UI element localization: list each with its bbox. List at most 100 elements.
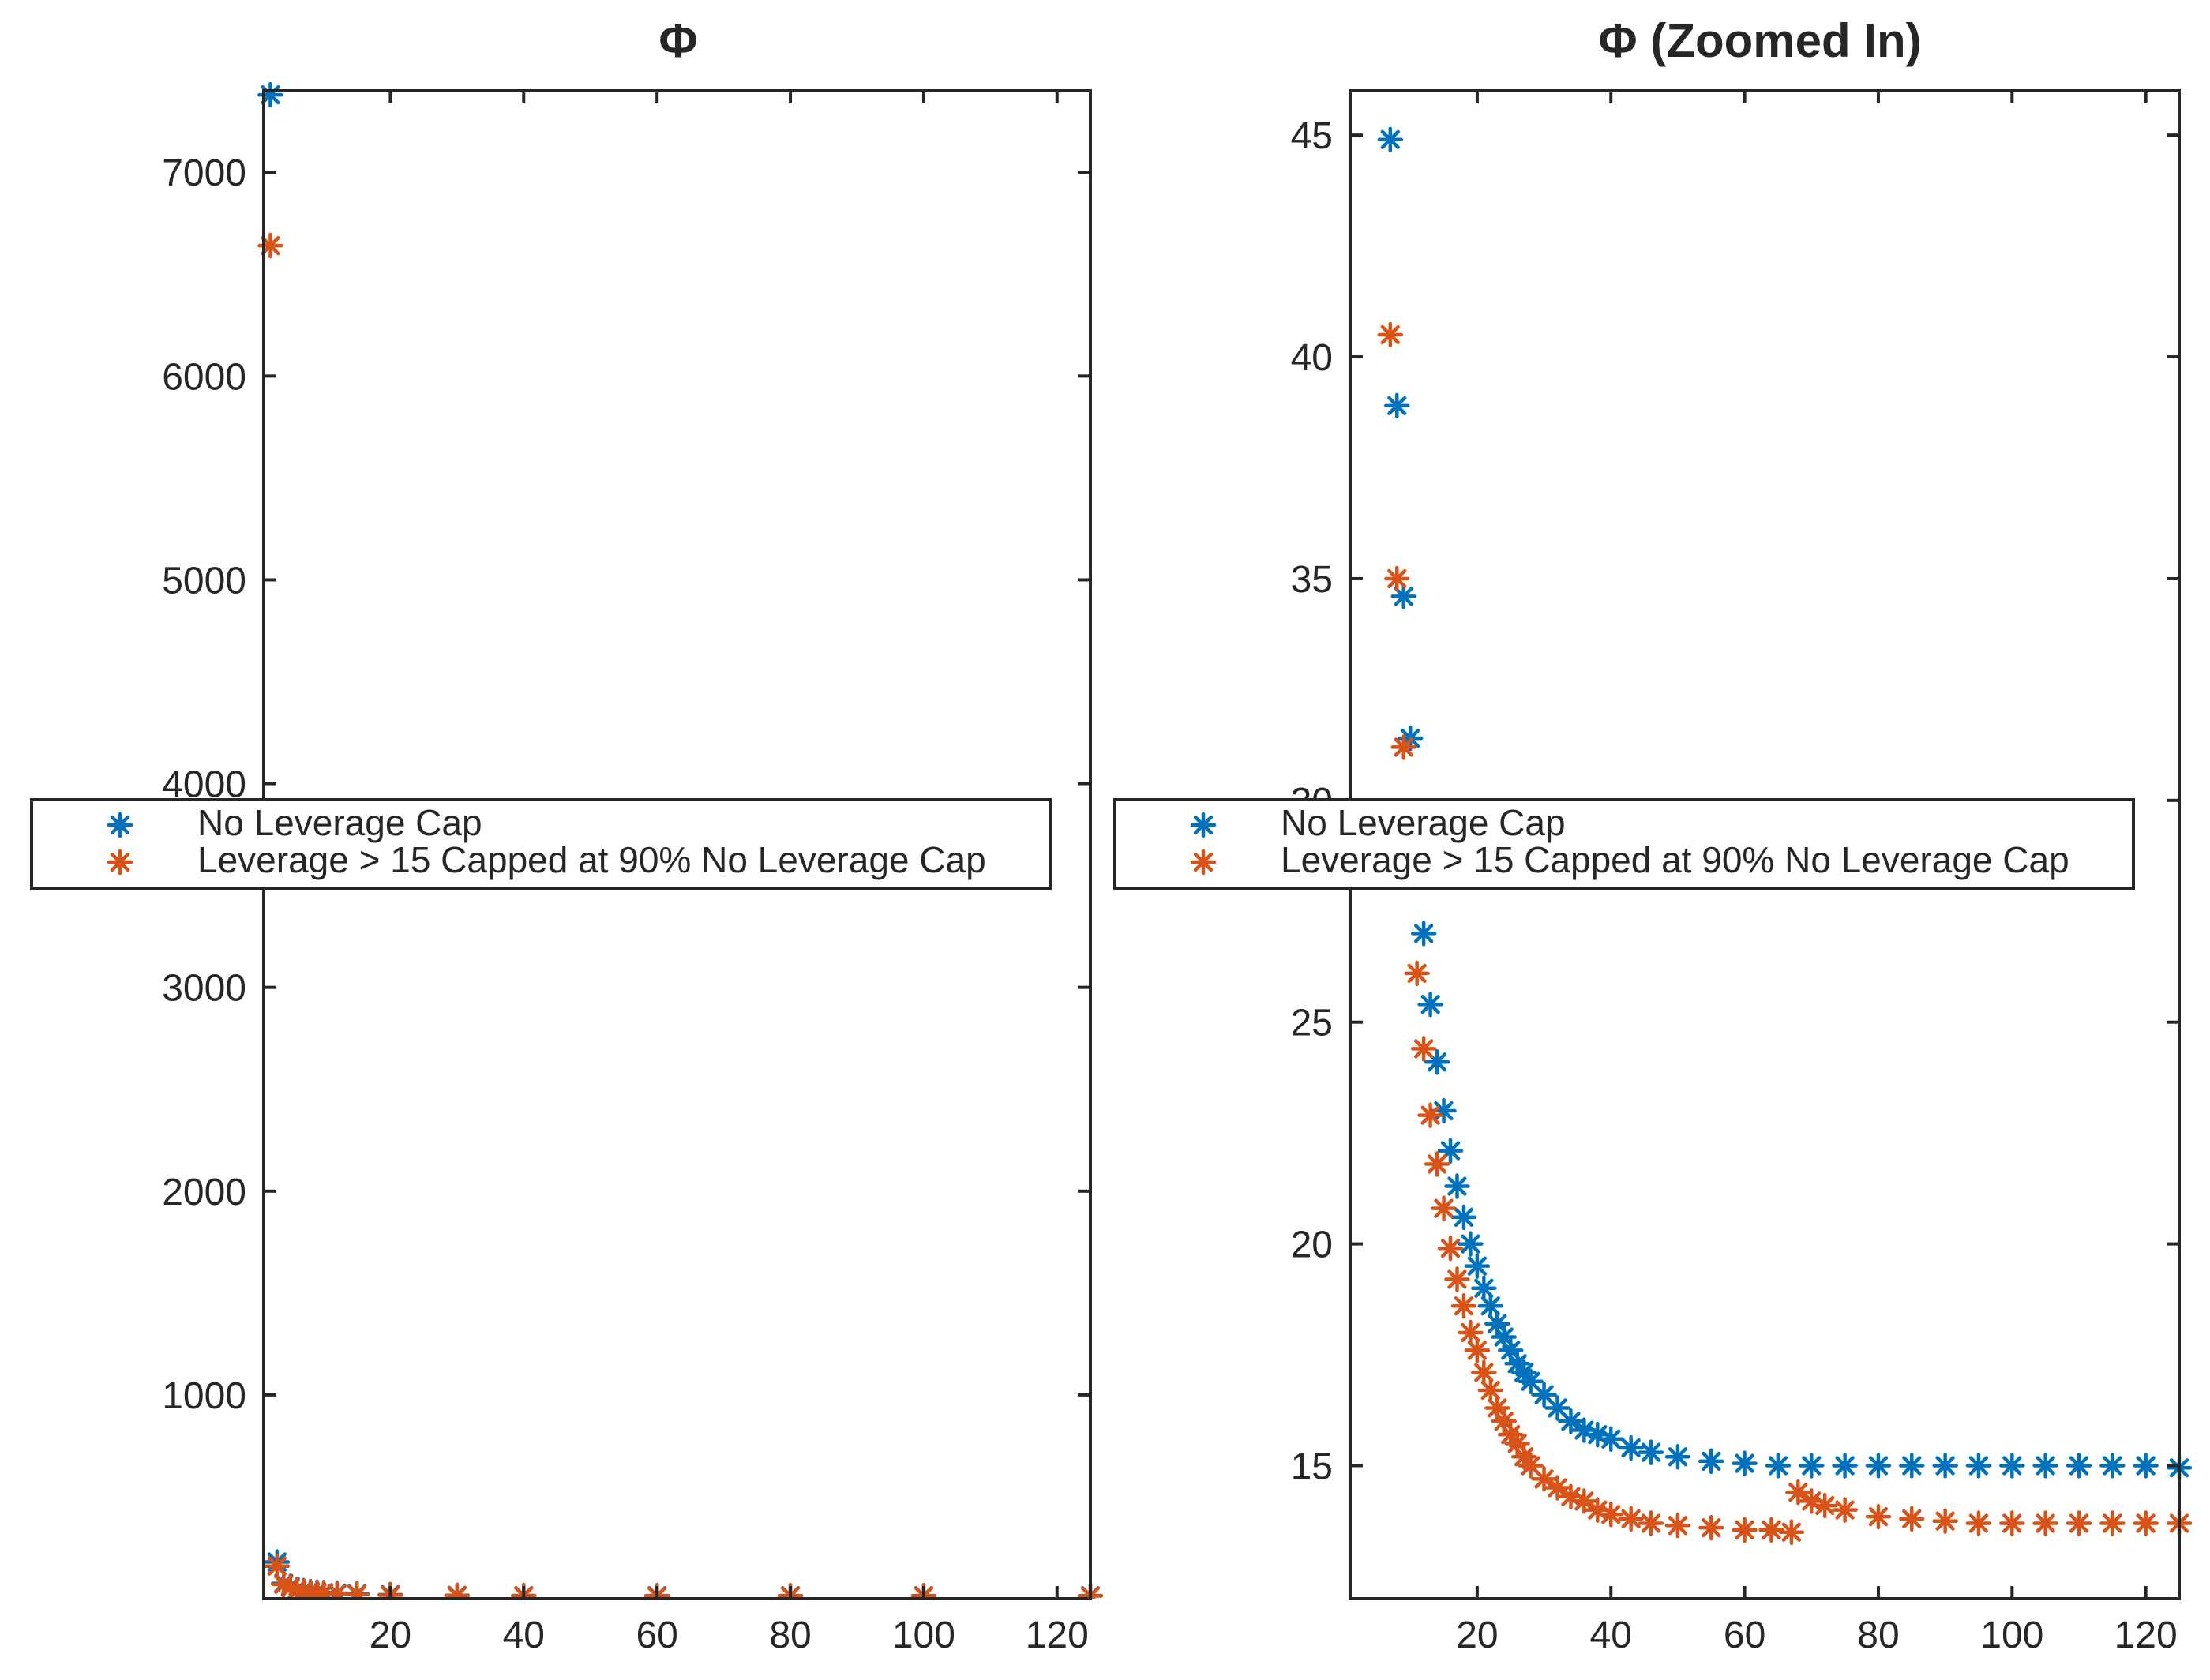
data-point-no-leverage-cap-11 <box>1458 1231 1484 1257</box>
data-point-leverage-15-capped-at-90-no-leverage-cap-37 <box>1832 1497 1858 1523</box>
data-point-leverage-15-capped-at-90-no-leverage-cap-38 <box>1865 1503 1892 1530</box>
x-tick-label: 40 <box>1590 1614 1632 1656</box>
legend-box-left <box>30 798 1052 890</box>
data-point-leverage-15-capped-at-90-no-leverage-cap-9 <box>1444 1266 1470 1292</box>
data-point-leverage-15-capped-at-90-no-leverage-cap-22 <box>1544 1475 1570 1501</box>
ticks-right: 2040608010012015202530354045 <box>1291 91 2179 1656</box>
data-point-leverage-15-capped-at-90-no-leverage-cap-12 <box>1464 1337 1491 1363</box>
data-point-no-leverage-cap-13 <box>1471 1275 1497 1302</box>
legend-marker-leverage-capped <box>1190 849 1217 876</box>
y-tick-label: 40 <box>1291 337 1333 379</box>
y-tick-label: 6000 <box>162 356 246 398</box>
data-point-leverage-15-capped-at-90-no-leverage-cap-5 <box>1417 1102 1443 1128</box>
data-point-no-leverage-cap-20 <box>1518 1368 1544 1394</box>
y-tick-label: 1000 <box>162 1375 246 1417</box>
data-point-leverage-15-capped-at-90-no-leverage-cap-24 <box>1571 1488 1597 1514</box>
legend-asterisk-no-leverage-cap <box>1190 812 1217 838</box>
data-point-leverage-15-capped-at-90-no-leverage-cap-0 <box>1377 321 1404 348</box>
data-point-leverage-15-capped-at-90-no-leverage-cap-30 <box>1698 1514 1724 1541</box>
data-point-no-leverage-cap-43 <box>2133 1453 2159 1479</box>
y-tick-label: 3000 <box>162 968 246 1010</box>
data-point-leverage-15-capped-at-90-no-leverage-cap-4 <box>1410 1036 1437 1062</box>
data-point-no-leverage-cap-4 <box>1410 921 1437 947</box>
data-point-no-leverage-cap-30 <box>1698 1448 1724 1475</box>
x-tick-label: 40 <box>503 1614 545 1656</box>
data-point-leverage-15-capped-at-90-no-leverage-cap-41 <box>1965 1510 1992 1536</box>
data-point-leverage-15-capped-at-90-no-leverage-cap-42 <box>1999 1510 2025 1536</box>
x-tick-label: 80 <box>1857 1614 1899 1656</box>
y-tick-label: 20 <box>1291 1224 1333 1266</box>
data-point-leverage-15-capped-at-90-no-leverage-cap-28 <box>1638 1510 1664 1536</box>
chart-title-right: Φ (Zoomed In) <box>1598 14 1921 67</box>
data-point-no-leverage-cap-5 <box>1417 991 1443 1018</box>
data-point-no-leverage-cap-32 <box>1765 1453 1792 1479</box>
axes-left: Φ 20 40 60 80 100 120100020003000400050006000… <box>30 14 1103 1656</box>
data-point-leverage-15-capped-at-90-no-leverage-cap-10 <box>343 1581 370 1599</box>
data-point-no-leverage-cap-0 <box>1377 126 1404 153</box>
data-point-no-leverage-cap-23 <box>1558 1408 1584 1434</box>
data-point-leverage-15-capped-at-90-no-leverage-cap-13 <box>1471 1359 1497 1386</box>
legend-asterisk-leverage-15-capped-at-90-no-leverage-cap <box>107 849 133 876</box>
y-tick-label: 5000 <box>162 560 246 602</box>
data-point-leverage-15-capped-at-90-no-leverage-cap-31 <box>1732 1517 1758 1543</box>
data-point-leverage-15-capped-at-90-no-leverage-cap-40 <box>1932 1508 1958 1534</box>
legend-right: No Leverage Cap Leverage > 15 Capped at … <box>1113 798 2135 890</box>
data-point-no-leverage-cap-22 <box>1544 1395 1570 1421</box>
data-point-leverage-15-capped-at-90-no-leverage-cap-7 <box>1431 1195 1457 1221</box>
data-point-leverage-15-capped-at-90-no-leverage-cap-10 <box>1450 1292 1477 1319</box>
y-tick-label: 2000 <box>162 1172 246 1213</box>
data-point-leverage-15-capped-at-90-no-leverage-cap-3 <box>1404 960 1430 987</box>
chart-title-left: Φ <box>658 14 697 67</box>
data-point-leverage-15-capped-at-90-no-leverage-cap-34 <box>1785 1479 1811 1506</box>
data-point-no-leverage-cap-27 <box>1618 1434 1644 1461</box>
data-point-no-leverage-cap-35 <box>1865 1453 1892 1479</box>
legend-label-no-leverage-cap: No Leverage Cap <box>197 802 482 843</box>
data-point-no-leverage-cap-38 <box>1965 1453 1992 1479</box>
data-point-no-leverage-cap-2 <box>1390 583 1416 609</box>
data-point-leverage-15-capped-at-90-no-leverage-cap-29 <box>1664 1513 1691 1539</box>
legend-marker-leverage-capped <box>107 849 133 876</box>
legend-asterisk-no-leverage-cap <box>107 812 133 838</box>
data-point-leverage-15-capped-at-90-no-leverage-cap-2 <box>1390 734 1416 760</box>
x-tick-label: 60 <box>636 1614 677 1656</box>
x-tick-label: 120 <box>2114 1614 2178 1656</box>
y-tick-label: 25 <box>1291 1003 1333 1044</box>
data-point-no-leverage-cap-1 <box>1384 392 1410 419</box>
data-point-no-leverage-cap-14 <box>1477 1292 1504 1319</box>
data-point-leverage-15-capped-at-90-no-leverage-cap-32 <box>1758 1517 1784 1543</box>
data-point-no-leverage-cap-31 <box>1732 1450 1758 1476</box>
data-point-no-leverage-cap-37 <box>1932 1453 1958 1479</box>
data-point-leverage-15-capped-at-90-no-leverage-cap-6 <box>1424 1151 1450 1177</box>
data-point-leverage-15-capped-at-90-no-leverage-cap-43 <box>2032 1510 2058 1536</box>
x-tick-label: 100 <box>1980 1614 2043 1656</box>
data-point-leverage-15-capped-at-90-no-leverage-cap-39 <box>1899 1506 1925 1532</box>
y-tick-label: 45 <box>1291 115 1333 157</box>
data-point-leverage-15-capped-at-90-no-leverage-cap-27 <box>1618 1506 1644 1532</box>
legend-label-leverage-capped: Leverage > 15 Capped at 90% No Leverage … <box>197 839 986 880</box>
legend-marker-no-leverage-cap <box>1190 812 1217 838</box>
data-point-no-leverage-cap-33 <box>1799 1453 1825 1479</box>
legend-asterisk-leverage-15-capped-at-90-no-leverage-cap <box>1190 849 1217 876</box>
x-tick-label: 100 <box>892 1614 955 1656</box>
data-point-leverage-15-capped-at-90-no-leverage-cap-45 <box>2099 1510 2126 1536</box>
data-point-leverage-15-capped-at-90-no-leverage-cap-14 <box>1477 1377 1504 1404</box>
data-point-no-leverage-cap-26 <box>1597 1426 1624 1453</box>
data-point-no-leverage-cap-12 <box>1464 1253 1491 1279</box>
data-point-no-leverage-cap-9 <box>1444 1173 1470 1199</box>
x-tick-label: 120 <box>1026 1614 1089 1656</box>
axes-right: Φ (Zoomed In) 20406080100120152025303540… <box>1113 14 2192 1656</box>
data-point-no-leverage-cap-36 <box>1899 1453 1925 1479</box>
data-point-no-leverage-cap-10 <box>1450 1204 1477 1231</box>
data-point-leverage-15-capped-at-90-no-leverage-cap-11 <box>1458 1319 1484 1346</box>
data-point-leverage-15-capped-at-90-no-leverage-cap-12 <box>444 1582 471 1599</box>
data-point-leverage-15-capped-at-90-no-leverage-cap-21 <box>1531 1466 1557 1492</box>
y-tick-label: 15 <box>1291 1446 1333 1487</box>
y-tick-label: 35 <box>1291 559 1333 601</box>
data-point-no-leverage-cap-39 <box>1999 1453 2025 1479</box>
legend-left: No Leverage Cap Leverage > 15 Capped at … <box>30 798 1052 890</box>
legend-box-right <box>1113 798 2135 890</box>
data-point-leverage-15-capped-at-90-no-leverage-cap-1 <box>264 1553 291 1579</box>
data-point-leverage-15-capped-at-90-no-leverage-cap-44 <box>2066 1510 2092 1536</box>
data-point-leverage-15-capped-at-90-no-leverage-cap-36 <box>1811 1492 1838 1519</box>
